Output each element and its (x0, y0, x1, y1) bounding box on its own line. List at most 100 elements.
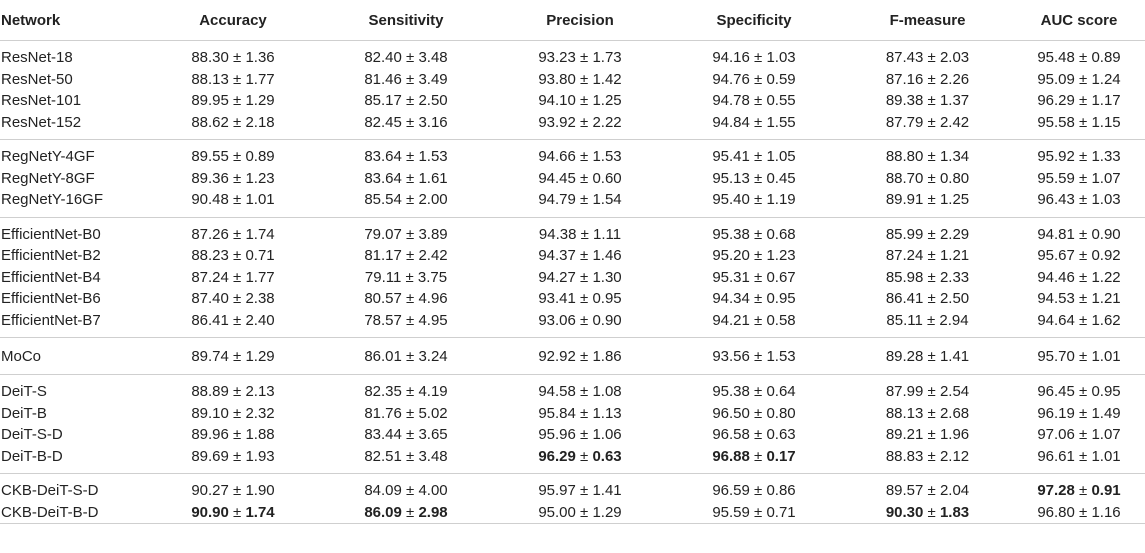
metric-mean: 79.11 (364, 268, 402, 286)
table-row: ResNet-101 89.95 ± 1.29 85.17 ± 2.50 94.10 … (0, 90, 1145, 112)
table-row: EfficientNet-B4 87.24 ± 1.77 79.11 ± 3.75 9… (0, 267, 1145, 289)
metric-std: 0.95 (1091, 383, 1121, 401)
metric-std: 1.29 (592, 503, 622, 521)
metric-std: 0.67 (766, 268, 796, 286)
metric-mean: 88.23 (191, 247, 229, 265)
metric-cell: 80.57 ± 4.96 (318, 288, 494, 310)
metric-std: 0.64 (766, 383, 796, 401)
table-row: ResNet-18 88.30 ± 1.36 82.40 ± 3.48 93.23 ±… (0, 41, 1145, 69)
plus-minus-sign: ± (923, 148, 940, 166)
plus-minus-sign: ± (228, 482, 246, 500)
plus-minus-sign: ± (1074, 290, 1092, 308)
metric-mean: 96.45 (1037, 383, 1075, 401)
table-row: MoCo 89.74 ± 1.29 86.01 ± 3.24 92.92 ± 1.86… (0, 337, 1145, 375)
plus-minus-sign: ± (401, 191, 419, 209)
metric-mean: 95.59 (1037, 169, 1075, 187)
metric-cell: 87.16 ± 2.26 (842, 69, 1013, 91)
metric-cell: 86.41 ± 2.40 (148, 309, 318, 338)
metric-cell: 94.27 ± 1.30 (494, 267, 666, 289)
metric-std: 0.80 (939, 169, 970, 187)
metric-cell: 94.45 ± 0.60 (494, 168, 666, 190)
plus-minus-sign: ± (749, 49, 767, 67)
metric-cell: 94.64 ± 1.62 (1013, 309, 1145, 338)
metric-std: 1.19 (766, 191, 796, 209)
plus-minus-sign: ± (575, 169, 593, 187)
metric-std: 0.59 (766, 70, 796, 88)
metric-cell: 89.28 ± 1.41 (842, 337, 1013, 375)
metric-mean: 94.79 (538, 191, 576, 209)
metric-cell: 85.11 ± 2.94 (842, 309, 1013, 338)
metric-mean: 87.40 (191, 290, 229, 308)
metric-mean: 85.17 (364, 92, 402, 110)
metric-cell: 83.64 ± 1.61 (318, 168, 494, 190)
metric-mean: 83.64 (364, 148, 402, 166)
metric-mean: 88.13 (885, 404, 924, 422)
metric-cell: 96.29 ± 0.63 (494, 445, 666, 474)
metric-cell: 87.24 ± 1.77 (148, 267, 318, 289)
metric-cell: 89.55 ± 0.89 (148, 140, 318, 168)
plus-minus-sign: ± (923, 268, 940, 286)
network-name: ResNet-18 (1, 49, 73, 67)
metric-mean: 86.09 (364, 503, 402, 521)
metric-cell: 95.20 ± 1.23 (666, 245, 842, 267)
metric-mean: 95.00 (538, 503, 576, 521)
metric-cell: 81.76 ± 5.02 (318, 403, 494, 425)
plus-minus-sign: ± (575, 148, 593, 166)
metric-std: 1.53 (592, 148, 622, 166)
metric-mean: 87.99 (885, 383, 924, 401)
metric-mean: 85.11 (886, 311, 923, 329)
metric-std: 1.53 (418, 148, 448, 166)
metric-mean: 87.79 (885, 113, 924, 131)
metric-std: 1.86 (592, 347, 622, 365)
metric-cell: 96.88 ± 0.17 (666, 445, 842, 474)
metric-mean: 93.92 (538, 113, 576, 131)
metric-mean: 94.10 (538, 92, 576, 110)
metric-mean: 89.21 (885, 426, 924, 444)
metric-std: 1.03 (1091, 191, 1121, 209)
metric-std: 2.50 (418, 92, 448, 110)
metric-mean: 82.45 (364, 113, 402, 131)
column-header-f-measure: F-measure (842, 0, 1013, 41)
metric-cell: 89.96 ± 1.88 (148, 424, 318, 446)
metric-cell: 87.79 ± 2.42 (842, 111, 1013, 140)
metric-std: 1.29 (245, 92, 275, 110)
metric-cell: 93.80 ± 1.42 (494, 69, 666, 91)
plus-minus-sign: ± (228, 503, 246, 521)
metric-mean: 93.06 (538, 311, 576, 329)
metric-std: 3.48 (418, 447, 448, 465)
metric-std: 1.46 (592, 247, 622, 265)
metric-mean: 93.23 (538, 49, 576, 67)
metric-mean: 83.64 (364, 169, 402, 187)
column-header-specificity: Specificity (666, 0, 842, 41)
metric-std: 1.77 (245, 268, 275, 286)
metric-mean: 95.96 (538, 426, 576, 444)
metric-cell: 94.78 ± 0.55 (666, 90, 842, 112)
metric-cell: 94.38 ± 1.11 (494, 217, 666, 245)
plus-minus-sign: ± (749, 225, 767, 243)
metric-cell: 90.48 ± 1.01 (148, 189, 318, 218)
network-name: DeiT-B-D (0, 445, 148, 474)
metric-mean: 81.46 (364, 70, 402, 88)
plus-minus-sign: ± (1074, 70, 1092, 88)
metric-mean: 89.95 (191, 92, 229, 110)
metric-mean: 89.38 (885, 92, 924, 110)
metric-std: 1.07 (1091, 426, 1121, 444)
plus-minus-sign: ± (401, 70, 419, 88)
plus-minus-sign: ± (228, 191, 246, 209)
metric-cell: 95.31 ± 0.67 (666, 267, 842, 289)
metric-std: 0.95 (766, 290, 796, 308)
plus-minus-sign: ± (749, 148, 767, 166)
metric-std: 2.42 (418, 247, 448, 265)
metric-cell: 94.76 ± 0.59 (666, 69, 842, 91)
plus-minus-sign: ± (401, 290, 419, 308)
metric-cell: 96.29 ± 1.17 (1013, 90, 1145, 112)
results-table: Network Accuracy Sensitivity Precision Speci… (0, 0, 1145, 524)
plus-minus-sign: ± (575, 268, 593, 286)
metric-mean: 89.69 (191, 447, 229, 465)
metric-cell: 92.92 ± 1.86 (494, 337, 666, 375)
plus-minus-sign: ± (749, 347, 767, 365)
metric-mean: 95.13 (712, 169, 750, 187)
metric-std: 1.05 (766, 148, 796, 166)
metric-mean: 94.64 (1037, 311, 1075, 329)
plus-minus-sign: ± (749, 247, 767, 265)
